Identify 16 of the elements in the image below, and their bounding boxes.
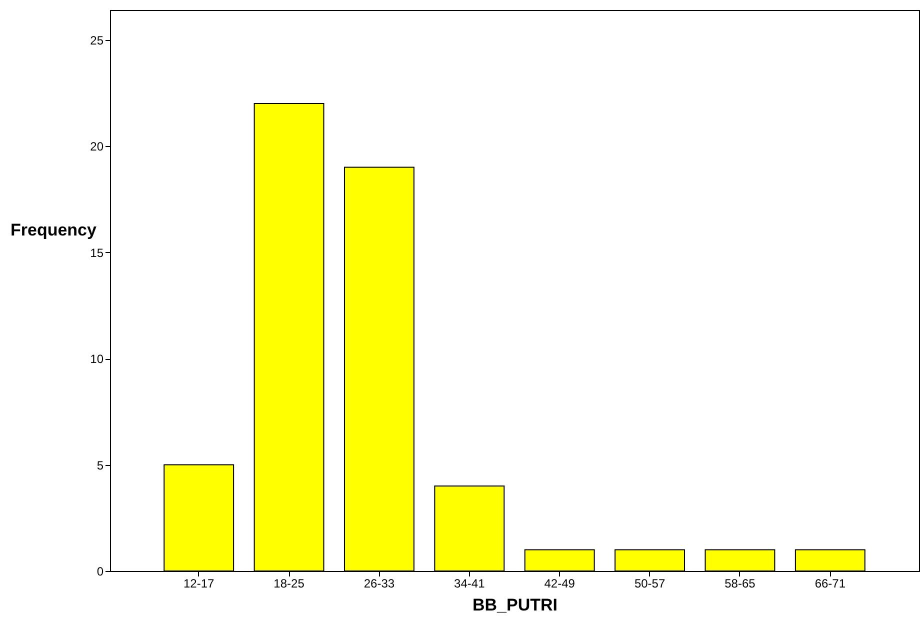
x-tick-label: 18-25 — [274, 576, 305, 590]
y-tick-label: 10 — [90, 352, 104, 366]
y-tick-label: 25 — [90, 33, 104, 48]
x-tick-label: 12-17 — [183, 576, 215, 590]
y-axis-title: Frequency — [10, 220, 98, 240]
x-tick-label: 34-41 — [454, 576, 486, 590]
x-tick-label: 66-71 — [814, 576, 846, 590]
y-tick-label: 15 — [90, 246, 104, 260]
y-tick-label: 5 — [96, 458, 104, 472]
x-axis-title: BB_PUTRI — [472, 596, 558, 614]
x-tick-label: 42-49 — [544, 576, 576, 590]
y-tick-label: 20 — [90, 140, 104, 154]
x-tick-label: 50-57 — [634, 576, 666, 590]
y-tick-label: 0 — [96, 564, 104, 578]
x-tick-label: 58-65 — [724, 576, 756, 590]
x-tick-label: 26-33 — [364, 576, 395, 590]
